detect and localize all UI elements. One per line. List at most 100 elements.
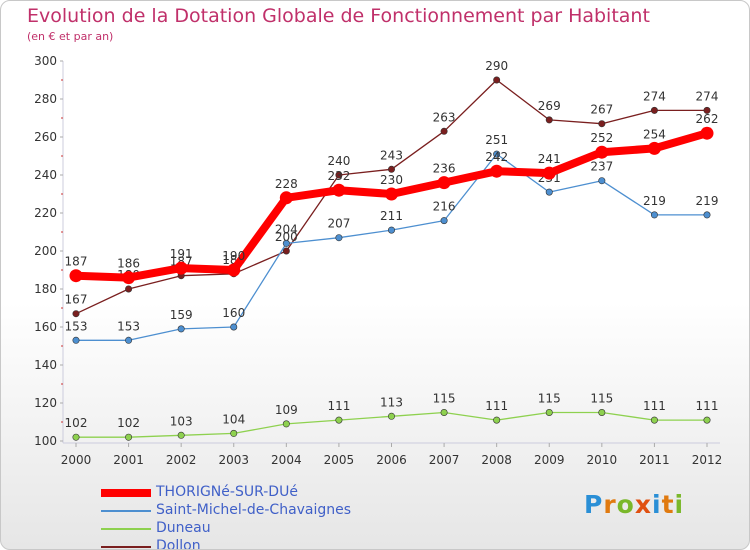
series-point-1 — [493, 150, 501, 158]
x-tick-label: 2009 — [534, 453, 565, 467]
y-tick-label: 240 — [34, 168, 57, 182]
data-label-2: 115 — [538, 392, 561, 406]
data-label-2: 111 — [485, 399, 508, 413]
series-point-0 — [493, 76, 501, 84]
data-label-1: 207 — [327, 217, 350, 231]
series-point-2 — [650, 416, 658, 424]
logo-letter: x — [634, 490, 652, 519]
series-point-1 — [282, 239, 290, 247]
data-label-1: 153 — [65, 319, 88, 333]
series-point-1 — [440, 217, 448, 225]
data-label-0: 243 — [380, 148, 403, 162]
series-point-0 — [703, 106, 711, 114]
series-point-3 — [279, 191, 293, 205]
data-label-2: 111 — [696, 399, 719, 413]
x-tick-label: 2005 — [324, 453, 355, 467]
data-label-3: 241 — [538, 152, 561, 166]
logo-letter: i — [674, 490, 685, 519]
series-point-3 — [227, 263, 241, 277]
series-point-2 — [440, 408, 448, 416]
data-label-2: 111 — [643, 399, 666, 413]
data-label-2: 113 — [380, 395, 403, 409]
data-label-3: 254 — [643, 127, 666, 141]
chart-subtitle: (en € et par an) — [27, 30, 114, 43]
series-point-2 — [387, 412, 395, 420]
series-point-1 — [230, 323, 238, 331]
series-point-3 — [385, 187, 398, 201]
data-label-0: 263 — [433, 110, 456, 124]
data-label-1: 237 — [590, 160, 613, 174]
data-label-1: 251 — [485, 133, 508, 147]
data-label-3: 186 — [117, 257, 140, 271]
x-tick-label: 2001 — [113, 453, 144, 467]
series-point-1 — [387, 226, 395, 234]
y-tick-label: 180 — [34, 282, 57, 296]
data-label-0: 167 — [65, 293, 88, 307]
series-point-3 — [647, 141, 661, 155]
y-tick-label: 300 — [34, 54, 57, 68]
data-label-3: 252 — [590, 131, 613, 145]
series-point-3 — [69, 269, 83, 283]
data-label-2: 115 — [433, 392, 456, 406]
series-point-2 — [703, 416, 711, 424]
x-tick-label: 2012 — [692, 453, 723, 467]
data-label-1: 219 — [643, 194, 666, 208]
series-point-2 — [545, 408, 553, 416]
series-point-2 — [282, 420, 290, 428]
data-label-0: 274 — [696, 89, 719, 103]
series-point-3 — [174, 261, 188, 275]
legend-swatch-thorigne — [101, 489, 151, 497]
data-label-0: 274 — [643, 89, 666, 103]
series-point-2 — [125, 433, 133, 441]
series-point-2 — [177, 431, 185, 439]
data-label-1: 159 — [170, 308, 193, 322]
data-label-2: 115 — [590, 392, 613, 406]
data-label-3: 187 — [65, 255, 88, 269]
data-label-3: 242 — [485, 150, 508, 164]
series-point-2 — [493, 416, 501, 424]
data-label-3: 262 — [696, 112, 719, 126]
data-label-1: 153 — [117, 319, 140, 333]
series-point-0 — [72, 310, 80, 318]
data-label-0: 200 — [275, 230, 298, 244]
data-label-2: 104 — [222, 412, 245, 426]
legend-label-duneau: Duneau — [156, 520, 211, 536]
data-label-1: 216 — [433, 200, 456, 214]
y-tick-label: 120 — [34, 396, 57, 410]
legend-swatch-dollon — [101, 546, 151, 548]
legend-swatch-duneau — [101, 528, 151, 530]
series-point-1 — [72, 336, 80, 344]
series-point-3 — [490, 164, 504, 178]
series-point-3 — [122, 271, 136, 285]
y-tick-label: 280 — [34, 92, 57, 106]
series-point-1 — [598, 177, 606, 185]
series-point-2 — [230, 429, 238, 437]
legend-swatch-saint-michel — [101, 510, 151, 512]
series-point-0 — [282, 247, 290, 255]
x-tick-label: 2007 — [429, 453, 460, 467]
x-tick-label: 2000 — [61, 453, 92, 467]
x-tick-label: 2003 — [218, 453, 249, 467]
data-label-2: 103 — [170, 414, 193, 428]
x-tick-label: 2004 — [271, 453, 302, 467]
logo-letter: r — [603, 490, 617, 519]
data-label-0: 290 — [485, 59, 508, 73]
chart-title: Evolution de la Dotation Globale de Fonc… — [27, 5, 650, 27]
data-label-1: 204 — [275, 222, 298, 236]
data-label-2: 102 — [65, 416, 88, 430]
legend-label-dollon: Dollon — [156, 538, 201, 550]
proxiti-logo: Proxiti — [584, 490, 684, 519]
x-tick-label: 2011 — [639, 453, 670, 467]
data-label-0: 267 — [590, 103, 613, 117]
series-point-3 — [332, 183, 346, 197]
data-label-2: 111 — [327, 399, 350, 413]
series-point-1 — [177, 325, 185, 333]
series-point-3 — [437, 176, 451, 190]
data-label-2: 109 — [275, 403, 298, 417]
series-point-2 — [72, 433, 80, 441]
data-label-2: 102 — [117, 416, 140, 430]
data-label-3: 236 — [433, 162, 456, 176]
series-point-1 — [703, 211, 711, 219]
